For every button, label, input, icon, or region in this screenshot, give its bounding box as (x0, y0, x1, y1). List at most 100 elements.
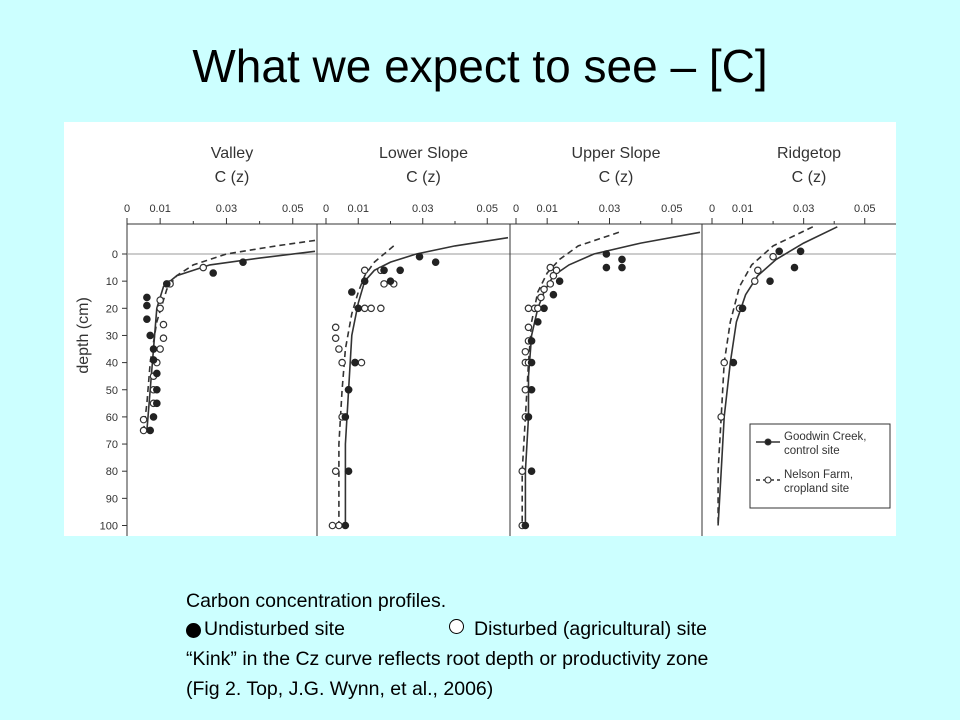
disturbed-label: Disturbed (agricultural) site (474, 618, 708, 640)
cropland-point (328, 521, 337, 530)
cropland-point (717, 413, 725, 421)
caption-line-3: “Kink” in the Cz curve reflects root dep… (186, 648, 709, 670)
panel-subtitle: C (z) (215, 169, 250, 186)
cropland-point (156, 345, 164, 353)
control-point (347, 288, 356, 296)
x-tick-label: 0.01 (536, 203, 557, 215)
cropland-point (139, 415, 148, 424)
cropland-point (139, 426, 148, 435)
y-tick-label: 50 (106, 385, 118, 397)
control-point (386, 277, 395, 285)
control-point (602, 263, 611, 272)
control-point (341, 521, 350, 530)
cropland-point (338, 358, 346, 367)
y-tick-label: 10 (106, 276, 118, 288)
control-point (162, 280, 171, 288)
control-point (796, 247, 805, 256)
legend-label: cropland site (784, 483, 849, 495)
caption-line-1: Carbon concentration profiles. (186, 590, 447, 612)
control-point (143, 301, 151, 310)
cropland-point (521, 385, 530, 394)
panel-subtitle: C (z) (599, 169, 634, 186)
cropland-point (549, 271, 558, 280)
cropland-point (335, 345, 343, 353)
legend-box (749, 423, 891, 509)
x-tick-label: 0 (124, 203, 130, 215)
control-point (540, 304, 548, 313)
cropland-point (546, 263, 555, 272)
y-tick-label: 0 (112, 249, 118, 261)
panel-title: Lower Slope (379, 145, 468, 162)
cropland-point (156, 296, 164, 304)
y-tick-label: 80 (106, 466, 118, 478)
y-axis-label: depth (cm) (75, 297, 92, 373)
cropland-point (521, 347, 530, 356)
cropland-point (754, 266, 762, 275)
control-point (341, 413, 350, 421)
x-tick-label: 0.03 (599, 203, 620, 215)
control-point (555, 277, 564, 285)
control-point (209, 269, 217, 277)
control-point (146, 426, 155, 435)
panel-subtitle: C (z) (792, 169, 827, 186)
cropland-point (380, 280, 388, 288)
cropland-point (360, 304, 369, 313)
control-point (527, 385, 536, 394)
control-point (618, 263, 626, 272)
y-tick-label: 60 (106, 412, 118, 424)
x-tick-label: 0 (709, 203, 715, 215)
cropland-curve (338, 245, 395, 526)
cropland-point (331, 323, 340, 332)
control-point (239, 258, 247, 266)
cropland-point (540, 285, 548, 294)
cropland-point (720, 358, 729, 367)
open-circle-icon (449, 619, 464, 634)
cropland-point (335, 521, 343, 530)
y-tick-label: 30 (106, 330, 118, 342)
control-point (527, 358, 536, 367)
cropland-point (331, 467, 340, 476)
control-point (775, 247, 784, 256)
y-tick-label: 90 (106, 493, 118, 505)
cropland-point (360, 266, 369, 275)
y-tick-label: 40 (106, 358, 118, 370)
control-point (431, 258, 440, 266)
slide-title: What we expect to see – [C] (192, 40, 768, 92)
cropland-point (769, 252, 777, 261)
x-tick-label: 0.01 (732, 203, 753, 215)
depth-profile-chart: 0 10 20 30 40 50 60 70 80 90 100 depth (cm) Valley C … (75, 145, 896, 536)
control-point (415, 252, 424, 261)
cropland-point (552, 266, 561, 275)
cropland-curve (521, 231, 620, 526)
x-tick-label: 0.01 (149, 203, 170, 215)
filled-circle-icon (186, 623, 201, 638)
control-point (146, 331, 155, 340)
x-tick-label: 0.03 (412, 203, 433, 215)
cropland-point (524, 323, 533, 332)
cropland-point (377, 304, 385, 313)
control-point (149, 356, 158, 364)
control-point (380, 266, 388, 275)
x-tick-label: 0.05 (854, 203, 875, 215)
control-point (344, 385, 353, 394)
control-point (534, 318, 542, 326)
cropland-point (546, 280, 555, 288)
panel-title: Ridgetop (777, 145, 841, 162)
control-point (354, 304, 363, 313)
control-point (396, 266, 404, 275)
cropland-point (534, 304, 542, 313)
control-point (351, 358, 359, 367)
control-point (344, 467, 353, 476)
x-tick-label: 0.05 (661, 203, 682, 215)
control-point (729, 358, 738, 367)
panel-subtitle: C (z) (406, 169, 441, 186)
x-tick-label: 0.03 (216, 203, 237, 215)
x-tick-label: 0 (513, 203, 519, 215)
control-point (524, 413, 533, 421)
x-tick-label: 0.03 (793, 203, 814, 215)
cropland-point (518, 467, 527, 476)
x-tick-label: 0.01 (348, 203, 369, 215)
legend-marker (764, 476, 772, 484)
cropland-point (367, 304, 375, 313)
control-point (766, 277, 774, 285)
